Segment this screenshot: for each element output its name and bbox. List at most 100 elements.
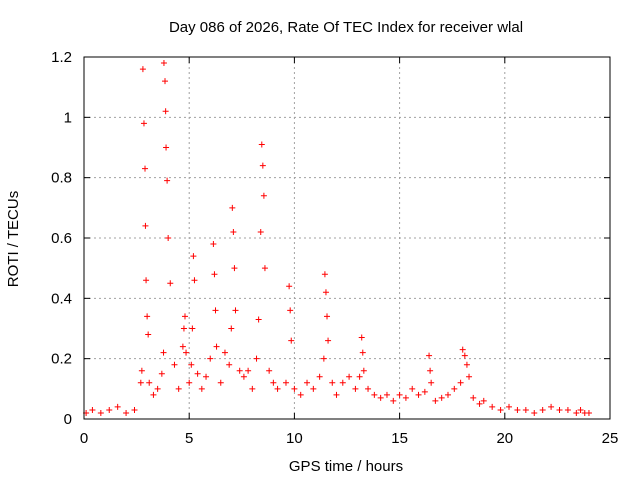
data-point <box>228 325 235 332</box>
data-point <box>245 367 252 374</box>
data-point <box>427 367 434 374</box>
y-tick-label: 0 <box>64 411 72 428</box>
data-point <box>221 349 228 356</box>
data-point <box>274 385 281 392</box>
data-point <box>144 313 151 320</box>
data-point <box>190 253 197 260</box>
data-point <box>231 265 238 272</box>
data-point <box>167 280 174 287</box>
data-point <box>257 228 264 235</box>
data-point <box>137 379 144 386</box>
data-point <box>259 162 266 169</box>
data-point <box>476 400 483 407</box>
data-point <box>333 391 340 398</box>
data-point <box>329 379 336 386</box>
y-tick-label: 1 <box>64 109 72 126</box>
data-point <box>409 385 416 392</box>
data-point <box>142 222 149 229</box>
data-point <box>497 406 504 413</box>
data-point <box>150 391 157 398</box>
x-tick-label: 0 <box>80 430 88 447</box>
data-point <box>531 409 538 416</box>
y-tick-label: 0.4 <box>51 290 72 307</box>
data-point <box>145 331 152 338</box>
data-point <box>577 406 584 413</box>
data-point <box>359 349 366 356</box>
data-point <box>266 367 273 374</box>
data-point <box>463 361 470 368</box>
data-point <box>573 409 580 416</box>
data-point <box>138 367 145 374</box>
data-point <box>426 352 433 359</box>
data-point <box>522 406 529 413</box>
x-axis-label: GPS time / hours <box>289 458 403 475</box>
data-point <box>556 406 563 413</box>
data-point <box>320 355 327 362</box>
data-point <box>114 403 121 410</box>
data-point <box>291 385 298 392</box>
data-point <box>466 373 473 380</box>
data-point <box>162 108 169 115</box>
data-point <box>139 66 146 73</box>
data-point <box>287 307 294 314</box>
data-point <box>203 373 210 380</box>
data-point <box>160 349 167 356</box>
data-point <box>212 307 219 314</box>
data-point <box>316 373 323 380</box>
data-point <box>322 289 329 296</box>
data-point <box>162 78 169 85</box>
data-point <box>358 334 365 341</box>
data-point <box>461 352 468 359</box>
data-point <box>324 313 331 320</box>
data-point <box>171 361 178 368</box>
data-point <box>365 385 372 392</box>
data-point <box>288 337 295 344</box>
data-point <box>383 391 390 398</box>
data-point <box>321 271 328 278</box>
data-point <box>140 120 147 127</box>
axis-ticks: 0 5 10 15 20 25 0 0.2 0.4 0.6 0.8 1 1.2 <box>51 49 618 447</box>
data-point <box>310 385 317 392</box>
data-point <box>198 385 205 392</box>
data-point <box>421 388 428 395</box>
data-point <box>211 271 218 278</box>
data-point <box>106 406 113 413</box>
data-point <box>236 367 243 374</box>
data-point <box>539 406 546 413</box>
data-point <box>585 409 592 416</box>
data-point <box>356 373 363 380</box>
data-point <box>213 343 220 350</box>
x-tick-label: 10 <box>286 430 303 447</box>
data-point <box>142 165 149 172</box>
x-tick-label: 15 <box>391 430 408 447</box>
data-point <box>325 337 332 344</box>
chart-title: Day 086 of 2026, Rate Of TEC Index for r… <box>169 19 523 36</box>
y-tick-label: 0.2 <box>51 351 72 368</box>
data-point <box>415 391 422 398</box>
data-point <box>146 379 153 386</box>
data-point <box>143 277 150 284</box>
data-point <box>163 144 170 151</box>
data-point <box>377 394 384 401</box>
data-point <box>191 277 198 284</box>
y-axis-label: ROTI / TECUs <box>5 191 22 287</box>
data-point <box>451 385 458 392</box>
data-point <box>154 385 161 392</box>
data-point <box>270 379 277 386</box>
data-point <box>131 406 138 413</box>
data-point <box>470 394 477 401</box>
y-tick-label: 1.2 <box>51 49 72 66</box>
data-point <box>402 394 409 401</box>
y-tick-label: 0.6 <box>51 230 72 247</box>
data-point <box>459 346 466 353</box>
data-point <box>548 403 555 410</box>
data-point <box>160 60 167 67</box>
data-point <box>158 370 165 377</box>
data-point <box>183 349 190 356</box>
data-point <box>352 385 359 392</box>
x-tick-label: 20 <box>496 430 513 447</box>
data-points <box>83 60 592 416</box>
data-point <box>255 316 262 323</box>
data-point <box>258 141 265 148</box>
x-tick-label: 25 <box>602 430 619 447</box>
